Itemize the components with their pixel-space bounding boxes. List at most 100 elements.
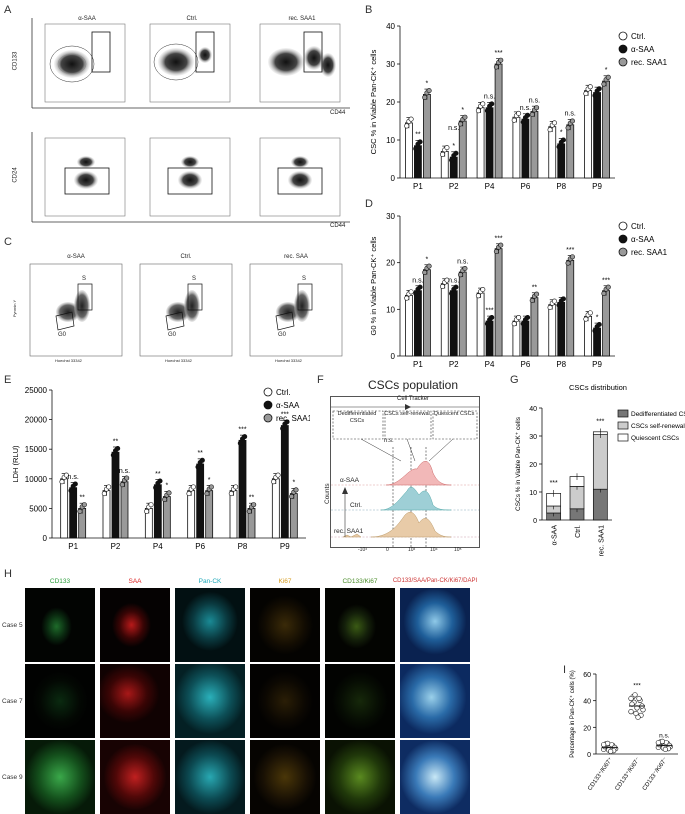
data-point <box>462 114 468 120</box>
data-point <box>404 295 410 301</box>
data-point <box>453 150 459 156</box>
data-point <box>148 502 154 508</box>
significance-label: * <box>596 315 599 322</box>
data-point <box>444 277 450 283</box>
panel-f-ns: n.s. <box>384 438 394 444</box>
y-tick-label: 30 <box>529 434 537 441</box>
panel-f-ylabel: Counts <box>324 483 331 504</box>
legend-label: Ctrl. <box>631 32 646 41</box>
data-point <box>565 260 571 266</box>
bar <box>593 92 601 179</box>
data-point <box>246 508 252 514</box>
x-tick-label: P2 <box>111 542 121 551</box>
bar <box>229 490 238 539</box>
y-axis-label: CSC % in Viable Pan-CK⁺ cells <box>369 49 378 154</box>
significance-label: * <box>426 256 429 263</box>
significance-label: n.s. <box>520 105 531 112</box>
significance-label: *** <box>602 277 610 284</box>
y-tick-label: 0 <box>587 752 591 759</box>
bar <box>449 290 458 357</box>
panel-f-svg <box>331 404 479 547</box>
bar <box>584 315 592 357</box>
data-point <box>453 284 459 290</box>
x-tick-label: P1 <box>413 182 423 191</box>
panel-c-title-1: α-SAA <box>67 254 85 260</box>
legend-marker <box>618 31 628 41</box>
y-tick-label: 10 <box>386 136 395 145</box>
legend-marker <box>617 433 629 442</box>
significance-label: *** <box>485 308 493 315</box>
data-point <box>426 88 432 94</box>
panel-c-title-3: rec. SAA <box>284 254 308 260</box>
data-point <box>417 284 423 290</box>
y-tick-label: 25000 <box>25 386 48 395</box>
bar <box>494 248 503 357</box>
bar <box>566 259 575 357</box>
legend-marker <box>263 413 273 423</box>
data-point <box>413 290 419 296</box>
data-point <box>587 84 593 90</box>
y-axis-label: CSCs % in Viable Pan-CK⁺ cells <box>515 416 522 511</box>
y-tick-label: 40 <box>529 406 537 413</box>
legend-marker <box>618 221 628 231</box>
data-point <box>655 740 661 746</box>
data-point <box>551 298 557 304</box>
data-point <box>551 120 557 126</box>
data-point <box>195 464 201 470</box>
data-point <box>489 101 495 107</box>
bar <box>111 451 120 539</box>
x-tick-label: P2 <box>449 182 459 191</box>
panel-f-xtick-3: 10³ <box>408 547 416 553</box>
significance-label: n.s. <box>565 111 576 118</box>
data-point <box>583 316 589 322</box>
y-tick-label: 20 <box>529 462 537 469</box>
bar <box>494 63 503 179</box>
bar <box>548 304 557 357</box>
panel-a-top-xlabel: CD44 <box>330 110 346 116</box>
legend-marker <box>618 247 628 257</box>
significance-label: *** <box>596 418 604 425</box>
data-point <box>493 248 499 254</box>
micrograph-case9-cd133-ki67 <box>325 740 395 814</box>
significance-label: *** <box>494 235 502 242</box>
bar <box>153 484 162 539</box>
y-tick-label: 10 <box>529 490 537 497</box>
data-point <box>525 112 531 118</box>
bar <box>162 496 171 539</box>
bar <box>512 116 521 179</box>
significance-label: *** <box>633 682 641 689</box>
data-point <box>547 304 553 310</box>
data-point <box>289 494 295 500</box>
data-point <box>275 472 281 478</box>
significance-label: ** <box>155 471 161 478</box>
x-tick-label: P8 <box>556 360 566 369</box>
y-axis-label: G0 % in Viable Pan-CK⁺ cells <box>369 236 378 335</box>
panel-f-xtick-1: -10³ <box>358 547 367 553</box>
chart-title: CSCs distribution <box>569 383 627 392</box>
bar <box>60 478 69 539</box>
data-point <box>556 302 562 308</box>
panel-f-row-1: α-SAA <box>340 477 359 484</box>
panel-f-gate-1: Dedifferentiated CSCs <box>337 411 377 424</box>
significance-label: *** <box>550 480 558 487</box>
data-point <box>480 101 486 107</box>
panel-c-gate-s-1: S <box>82 276 87 282</box>
data-point <box>601 81 607 87</box>
data-point <box>63 472 69 478</box>
legend-label: rec. SAA1 <box>276 414 310 423</box>
data-point <box>475 293 481 299</box>
micrograph-case5-ki67 <box>250 588 320 662</box>
legend-marker <box>618 57 628 67</box>
data-point <box>529 112 535 118</box>
x-tick-label: P8 <box>238 542 248 551</box>
data-point <box>498 242 504 248</box>
data-point <box>106 484 112 490</box>
bar <box>196 463 205 539</box>
data-point <box>449 157 455 163</box>
y-tick-label: 0 <box>391 174 396 183</box>
y-tick-label: 30 <box>386 212 395 221</box>
y-tick-label: 20 <box>386 259 395 268</box>
micrograph-case5-cd133-ki67 <box>325 588 395 662</box>
x-tick-label: rec. SAA1 <box>598 525 605 557</box>
stacked-bar-segment <box>592 434 608 490</box>
